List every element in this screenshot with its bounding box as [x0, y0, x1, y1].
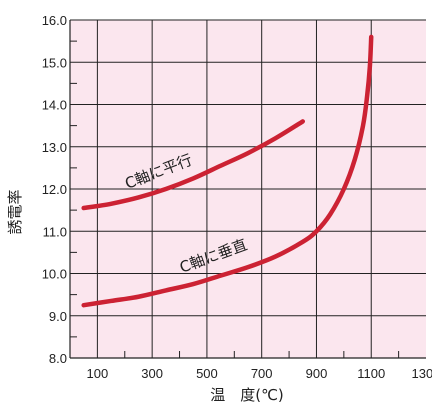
x-tick-label: 300 — [141, 366, 163, 381]
y-axis-label: 誘電率 — [6, 189, 24, 234]
x-tick-label: 1300 — [412, 366, 432, 381]
y-tick-label: 13.0 — [42, 140, 67, 155]
x-axis-label: 温 度(℃) — [210, 386, 284, 403]
series-line-1 — [81, 34, 374, 308]
y-tick-label: 14.0 — [42, 98, 67, 113]
series-line-0 — [81, 119, 306, 211]
x-tick-label: 900 — [306, 366, 328, 381]
y-tick-label: 11.0 — [43, 224, 67, 239]
y-tick-label: 10.0 — [42, 267, 67, 282]
x-tick-label: 100 — [87, 366, 109, 381]
x-tick-label: 1100 — [357, 366, 385, 381]
y-tick-label: 15.0 — [42, 55, 67, 70]
y-tick-label: 12.0 — [42, 182, 67, 197]
y-tick-label: 8.0 — [49, 351, 67, 366]
y-tick-label: 9.0 — [49, 309, 67, 324]
x-tick-label: 700 — [251, 366, 273, 381]
y-tick-label: 16.0 — [42, 13, 67, 28]
x-tick-label: 500 — [196, 366, 218, 381]
